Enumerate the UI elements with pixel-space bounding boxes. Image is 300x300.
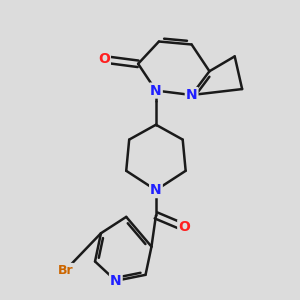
Text: Br: Br xyxy=(58,264,73,277)
Text: N: N xyxy=(110,274,122,288)
Text: N: N xyxy=(186,88,197,102)
Text: O: O xyxy=(98,52,110,66)
Text: N: N xyxy=(150,84,162,98)
Text: N: N xyxy=(150,183,162,197)
Text: O: O xyxy=(178,220,190,234)
